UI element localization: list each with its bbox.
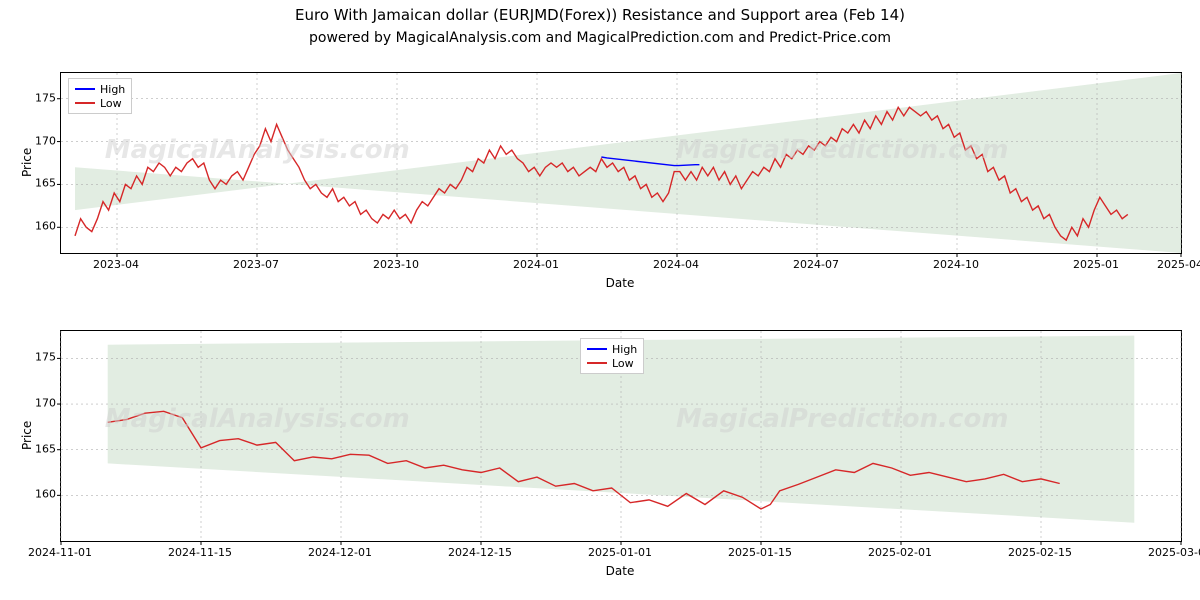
bottom-chart-ytick-label: 160 bbox=[30, 488, 56, 501]
bottom-chart-xtick-label: 2025-02-15 bbox=[1008, 546, 1072, 559]
chart-subtitle: powered by MagicalAnalysis.com and Magic… bbox=[0, 30, 1200, 46]
legend-swatch bbox=[587, 348, 607, 350]
chart-title: Euro With Jamaican dollar (EURJMD(Forex)… bbox=[0, 6, 1200, 24]
bottom-chart-ytick-label: 165 bbox=[30, 442, 56, 455]
legend-item: Low bbox=[587, 356, 637, 370]
top-chart-xtick-label: 2023-04 bbox=[93, 258, 139, 271]
legend-swatch bbox=[75, 102, 95, 104]
legend-item: High bbox=[587, 342, 637, 356]
top-chart-ytick-label: 160 bbox=[30, 220, 56, 233]
top-chart-ylabel: Price bbox=[20, 148, 34, 177]
top-chart-support-area bbox=[75, 73, 1181, 253]
top-chart-plot-area bbox=[61, 73, 1181, 253]
bottom-chart-xtick-label: 2025-01-01 bbox=[588, 546, 652, 559]
top-chart-ytick-label: 175 bbox=[30, 91, 56, 104]
legend-swatch bbox=[587, 362, 607, 364]
top-chart-xtick-label: 2025-01 bbox=[1073, 258, 1119, 271]
bottom-chart-xtick-label: 2025-01-15 bbox=[728, 546, 792, 559]
bottom-chart-ytick-label: 170 bbox=[30, 397, 56, 410]
top-chart-xtick-label: 2024-04 bbox=[653, 258, 699, 271]
bottom-chart-xtick-label: 2025-03-01 bbox=[1148, 546, 1200, 559]
top-chart-ytick-label: 170 bbox=[30, 134, 56, 147]
bottom-chart-xtick-label: 2024-12-15 bbox=[448, 546, 512, 559]
top-chart-xtick-label: 2024-07 bbox=[793, 258, 839, 271]
top-chart-ytick-label: 165 bbox=[30, 177, 56, 190]
top-chart-xtick-label: 2024-10 bbox=[933, 258, 979, 271]
top-chart-legend: HighLow bbox=[68, 78, 132, 114]
bottom-chart-ytick-label: 175 bbox=[30, 351, 56, 364]
legend-label: Low bbox=[100, 97, 122, 110]
top-chart bbox=[60, 72, 1182, 254]
legend-label: High bbox=[100, 83, 125, 96]
bottom-chart-xtick-label: 2025-02-01 bbox=[868, 546, 932, 559]
legend-item: Low bbox=[75, 96, 125, 110]
top-chart-xtick-label: 2024-01 bbox=[513, 258, 559, 271]
top-chart-xtick-label: 2023-07 bbox=[233, 258, 279, 271]
top-chart-xlabel: Date bbox=[60, 276, 1180, 290]
bottom-chart-xtick-label: 2024-12-01 bbox=[308, 546, 372, 559]
bottom-chart-xtick-label: 2024-11-01 bbox=[28, 546, 92, 559]
bottom-chart-xtick-label: 2024-11-15 bbox=[168, 546, 232, 559]
bottom-chart-xlabel: Date bbox=[60, 564, 1180, 578]
legend-swatch bbox=[75, 88, 95, 90]
figure: Euro With Jamaican dollar (EURJMD(Forex)… bbox=[0, 0, 1200, 600]
top-chart-xtick-label: 2025-04 bbox=[1157, 258, 1200, 271]
bottom-chart-legend: HighLow bbox=[580, 338, 644, 374]
legend-label: High bbox=[612, 343, 637, 356]
legend-label: Low bbox=[612, 357, 634, 370]
top-chart-xtick-label: 2023-10 bbox=[373, 258, 419, 271]
legend-item: High bbox=[75, 82, 125, 96]
